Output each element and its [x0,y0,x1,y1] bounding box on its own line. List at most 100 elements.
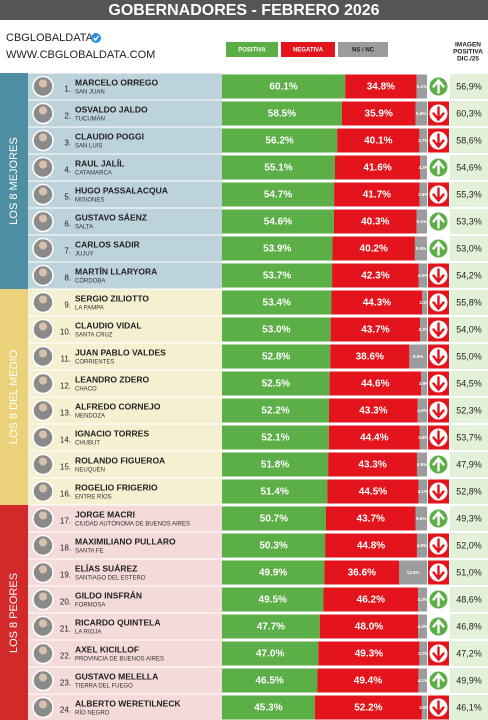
bar-segment [416,533,427,558]
rank: 7. [64,247,71,256]
value-label: 44.3% [363,298,391,309]
previous-cell [450,209,488,234]
value-label: 44.8% [357,541,385,552]
brand: CBGLOBALDATA [6,32,94,44]
photo-head [39,646,47,655]
rank: 22. [60,652,71,661]
trend-arrow [432,376,445,392]
trend-arrow [432,268,445,284]
bar-segment [327,479,419,504]
previous-cell [450,263,488,288]
photo-head [39,241,47,250]
value-label: 53.0% [262,325,290,336]
previous-positive: 53,0% [456,243,482,253]
trend-arrow [432,403,445,419]
previous-positive: 54,6% [456,162,482,172]
bar-segment [222,182,335,207]
value-label: 53.7% [263,271,291,282]
bar-segment [418,614,427,639]
province: CHUBUT [75,441,100,447]
governor-name: SERGIO ZILIOTTO [75,293,149,303]
trend-arrow [432,159,445,175]
value-label: 5.9% [416,246,426,251]
governor-name: GILDO INSFRÁN [75,590,142,600]
photo-head [39,295,47,304]
group-label: LOS 8 MEJORES [8,137,20,224]
province: CIUDAD AUTÓNOMA DE BUENOS AIRES [75,521,190,528]
province: NEUQUÉN [75,467,105,474]
bar-segment [222,236,333,261]
group-band [0,289,28,505]
trend-arrow [432,591,445,607]
trend-arrow [432,618,445,634]
governor-name: ROLANDO FIGUEROA [75,455,165,465]
value-label: 50.3% [259,541,287,552]
photo-head [39,268,47,277]
previous-cell [450,182,488,207]
column-header: IMAGEN [455,42,481,49]
province: CÓRDOBA [75,278,105,285]
group-band [0,505,28,720]
trend-arrow [432,484,445,500]
value-label: 3.3% [418,327,428,332]
value-label: 52.5% [262,379,290,390]
value-label: 42.3% [361,271,389,282]
value-label: 52.2% [354,703,382,714]
photo-head [39,403,47,412]
bar-segment [314,695,422,720]
value-label: 43.7% [361,325,389,336]
governor-name: CARLOS SADIR [75,239,140,249]
value-label: 58.5% [268,109,296,120]
bar-segment [222,668,318,693]
value-label: 51.8% [261,460,289,471]
photo-head [39,133,47,142]
previous-cell [450,479,488,504]
previous-positive: 46,8% [456,621,482,631]
value-label: 41.6% [363,163,391,174]
bar-segment [222,533,326,558]
trend-arrow [432,538,445,554]
photo-head [39,565,47,574]
photo-head [39,673,47,682]
previous-positive: 60,3% [456,108,482,118]
legend-swatch [338,42,388,57]
province: TIERRA DEL FUEGO [75,684,133,690]
value-label: 44.4% [360,433,388,444]
photo-head [39,187,47,196]
previous-cell [450,668,488,693]
rank: 18. [60,544,71,553]
previous-positive: 53,7% [456,432,482,442]
value-label: 52.8% [262,352,290,363]
value-label: 41.7% [363,190,391,201]
verified-badge [91,33,101,43]
province: MENDOZA [75,414,105,420]
bar-segment [328,425,420,450]
value-label: 3.7% [418,651,428,656]
previous-cell [450,101,488,126]
photo-head [39,106,47,115]
trend-arrow [432,672,445,688]
value-label: 13.5% [407,570,420,575]
photo-head [39,511,47,520]
bar-segment [418,479,427,504]
trend-arrow [432,295,445,311]
previous-cell [450,560,488,585]
rank: 23. [60,679,71,688]
bar-segment [419,128,427,153]
value-label: 49.4% [354,676,382,687]
governor-name: GUSTAVO SÁENZ [75,212,147,222]
value-label: 43.3% [358,460,386,471]
column-header: POSITIVA [453,49,483,56]
province: CATAMARCA [75,171,112,177]
group-label: LOS 8 DEL MEDIO [8,349,20,444]
previous-positive: 55,3% [456,189,482,199]
bar-segment [222,290,332,315]
value-label: 53.9% [263,244,291,255]
photo-head [39,538,47,547]
rank: 13. [60,409,71,418]
trend-arrow [432,78,445,94]
bar-segment [418,263,427,288]
value-label: 45.3% [254,703,282,714]
governor-name: OSVALDO JALDO [75,104,148,114]
